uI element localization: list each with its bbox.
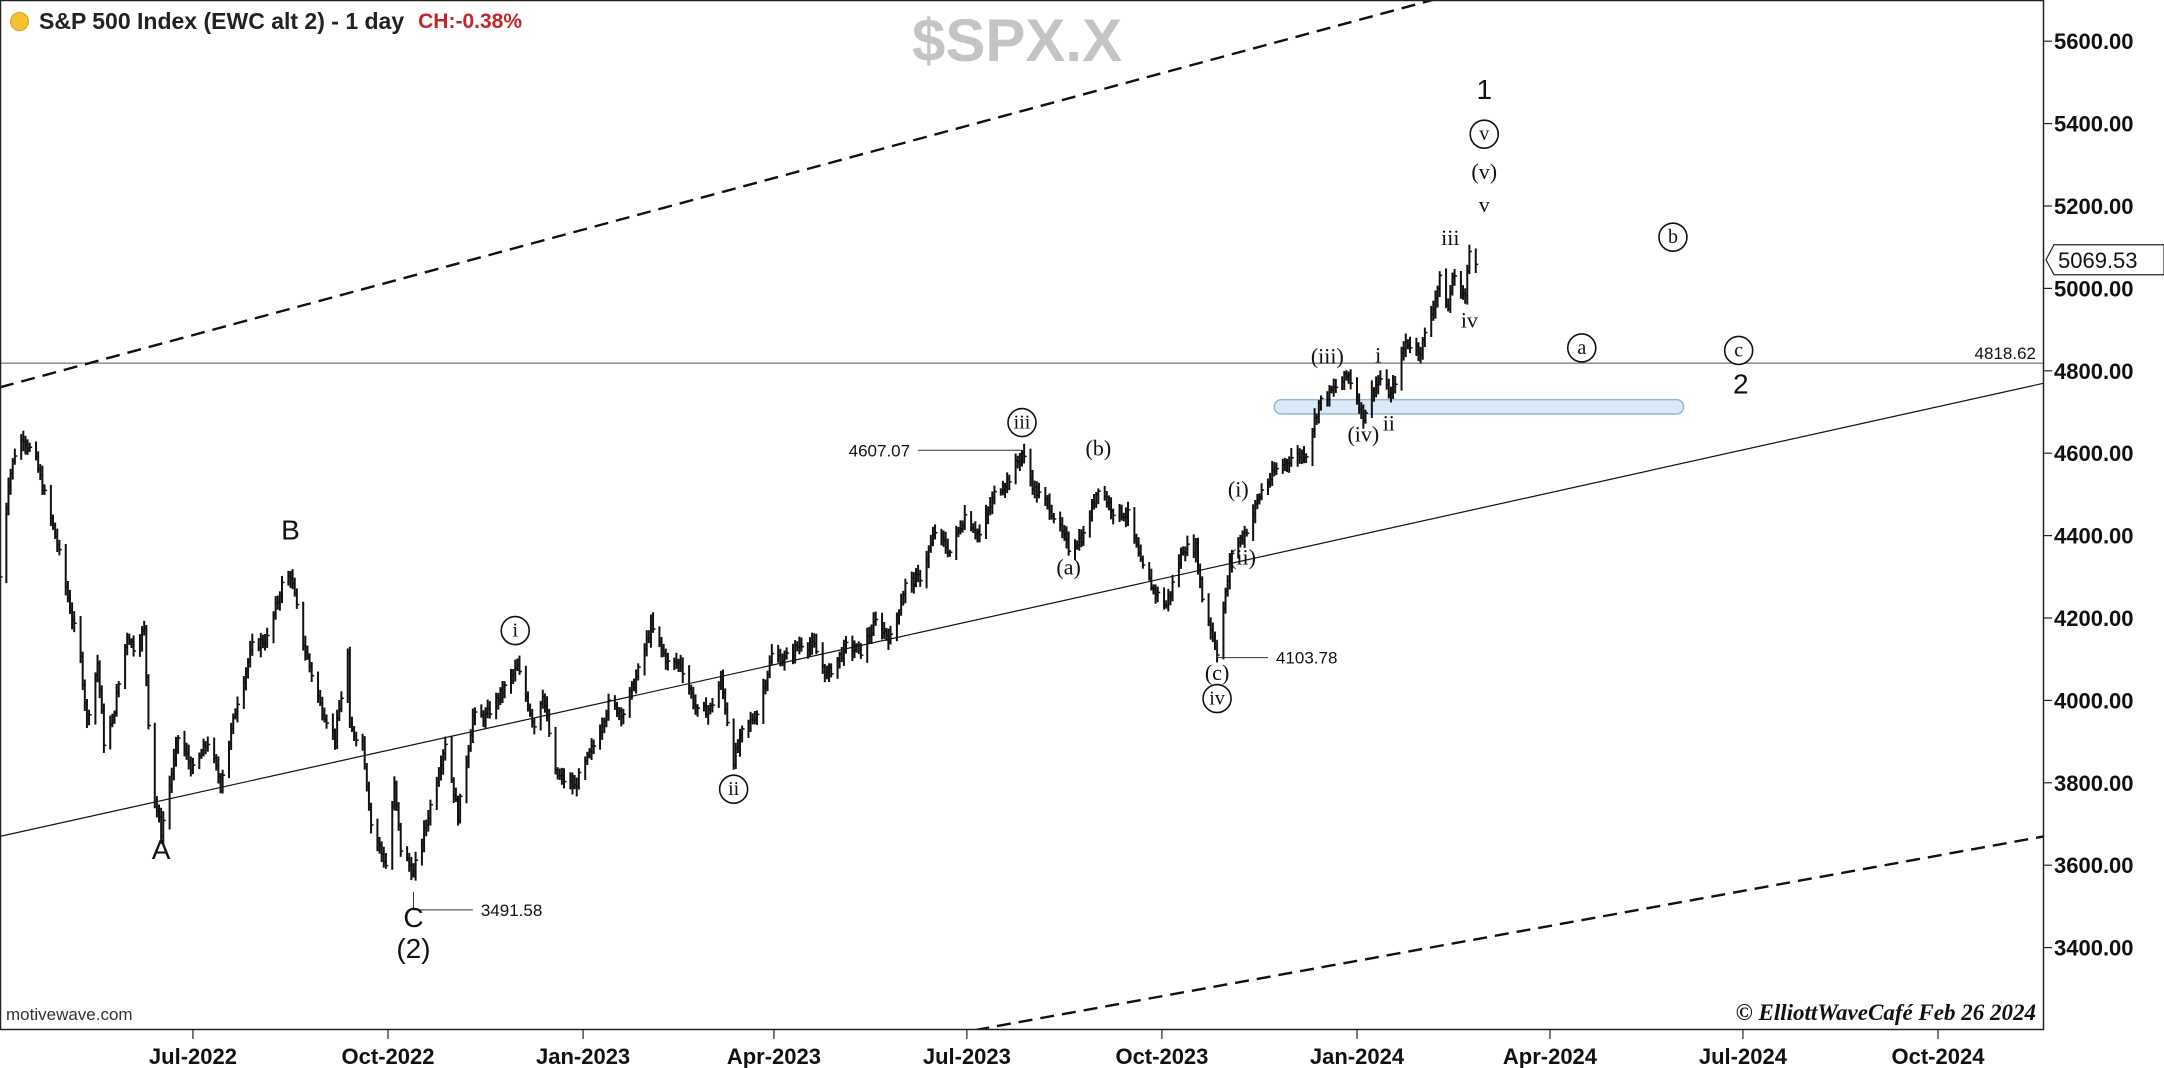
lower-channel-line bbox=[975, 835, 2044, 1030]
wave-label: (ii) bbox=[1229, 544, 1256, 569]
x-tick-label: Oct-2023 bbox=[1115, 1044, 1208, 1068]
wave-circle bbox=[1566, 333, 1597, 363]
wave-label: ii bbox=[1383, 411, 1395, 436]
hline-label: 4818.62 bbox=[1975, 344, 2036, 363]
wave-label: c bbox=[1734, 339, 1743, 361]
wave-label: i bbox=[512, 620, 518, 642]
y-tick-label: 3600.00 bbox=[2054, 853, 2134, 878]
y-tick-label: 5600.00 bbox=[2054, 29, 2134, 54]
support-zone-rect bbox=[1273, 398, 1685, 415]
wave-label: v bbox=[1479, 192, 1490, 217]
wave-label: (b) bbox=[1086, 435, 1112, 460]
x-tick-label: Jan-2023 bbox=[536, 1044, 630, 1068]
y-tick-label: 4400.00 bbox=[2054, 524, 2134, 549]
callout-label: 4607.07 bbox=[849, 441, 910, 460]
wave-label: (iii) bbox=[1311, 343, 1344, 368]
callout-label: 4103.78 bbox=[1276, 649, 1337, 668]
support-zone bbox=[1273, 398, 1685, 415]
trend-lines bbox=[0, 0, 2044, 1030]
wave-label: iv bbox=[1461, 308, 1478, 333]
wave-circle bbox=[1658, 222, 1688, 252]
wave-circle bbox=[1007, 407, 1037, 438]
last-price-marker bbox=[2045, 244, 2164, 276]
y-tick-label: 5200.00 bbox=[2054, 194, 2134, 219]
wave-label: ii bbox=[728, 778, 740, 800]
wave-circle bbox=[1723, 335, 1754, 366]
wave-label: iv bbox=[1209, 688, 1225, 710]
price-bars bbox=[0, 244, 1479, 881]
wave-label: (i) bbox=[1228, 476, 1249, 501]
wave-label: (iv) bbox=[1347, 422, 1379, 447]
wave-circle bbox=[1202, 683, 1232, 714]
wave-label: iii bbox=[1441, 225, 1459, 250]
y-tick-label: 4000.00 bbox=[2054, 688, 2134, 713]
wave-labels: ABC(2)iiiiii(a)(b)(c)iv(i)(ii)(iii)(iv)i… bbox=[152, 74, 1754, 964]
plot-frame bbox=[0, 0, 2045, 1031]
price-callouts: 3491.58 4607.07 4103.78 bbox=[412, 441, 1337, 920]
x-tick-label: Jul-2023 bbox=[923, 1044, 1011, 1068]
chart-header: S&P 500 Index (EWC alt 2) - 1 day CH:-0.… bbox=[10, 8, 522, 35]
wave-label: B bbox=[281, 515, 300, 546]
y-tick-label: 4800.00 bbox=[2054, 359, 2134, 384]
chart-title: S&P 500 Index (EWC alt 2) - 1 day bbox=[39, 8, 405, 34]
y-tick-label: 5400.00 bbox=[2054, 112, 2134, 137]
upper-channel-line bbox=[0, 0, 1438, 389]
brand-link[interactable]: motivewave.com bbox=[6, 1005, 133, 1024]
x-tick-label: Jul-2022 bbox=[149, 1044, 237, 1068]
x-tick-label: Oct-2024 bbox=[1892, 1044, 1986, 1068]
x-tick-label: Jul-2024 bbox=[1699, 1044, 1788, 1068]
wave-label: v bbox=[1479, 123, 1489, 145]
y-tick-label: 3400.00 bbox=[2054, 936, 2134, 961]
wave-label: A bbox=[152, 834, 171, 865]
wave-label: (a) bbox=[1056, 555, 1080, 580]
wave-circle bbox=[1469, 119, 1500, 149]
last-price-label: 5069.53 bbox=[2058, 248, 2138, 273]
wave-label: (2) bbox=[396, 933, 430, 964]
wave-label: C bbox=[403, 902, 423, 933]
wave-circle bbox=[500, 615, 531, 646]
wave-label: b bbox=[1668, 226, 1678, 248]
y-tick-label: 4200.00 bbox=[2054, 606, 2134, 631]
symbol-watermark: $SPX.X bbox=[912, 7, 1123, 74]
x-tick-label: Apr-2023 bbox=[727, 1044, 821, 1068]
status-dot-icon bbox=[10, 12, 29, 31]
copyright-text: © ElliottWaveCafé Feb 26 2024 bbox=[1735, 1000, 2036, 1025]
wave-label: (v) bbox=[1471, 159, 1497, 184]
wave-label: i bbox=[1375, 343, 1381, 368]
x-tick-label: Oct-2022 bbox=[342, 1044, 435, 1068]
wave-circle bbox=[718, 774, 749, 805]
y-tick-label: 4600.00 bbox=[2054, 441, 2134, 466]
middle-trend-line bbox=[0, 382, 2044, 837]
wave-label: iii bbox=[1014, 412, 1031, 434]
wave-label: 1 bbox=[1476, 74, 1492, 105]
wave-label: a bbox=[1577, 337, 1586, 359]
x-tick-label: Jan-2024 bbox=[1310, 1044, 1405, 1068]
x-tick-label: Apr-2024 bbox=[1503, 1044, 1598, 1068]
wave-label: (c) bbox=[1205, 660, 1229, 685]
wave-label: 2 bbox=[1733, 368, 1749, 399]
y-tick-label: 5000.00 bbox=[2054, 276, 2134, 301]
callout-label: 3491.58 bbox=[481, 901, 542, 920]
change-text: CH:-0.38% bbox=[418, 9, 523, 33]
y-tick-label: 3800.00 bbox=[2054, 771, 2134, 796]
